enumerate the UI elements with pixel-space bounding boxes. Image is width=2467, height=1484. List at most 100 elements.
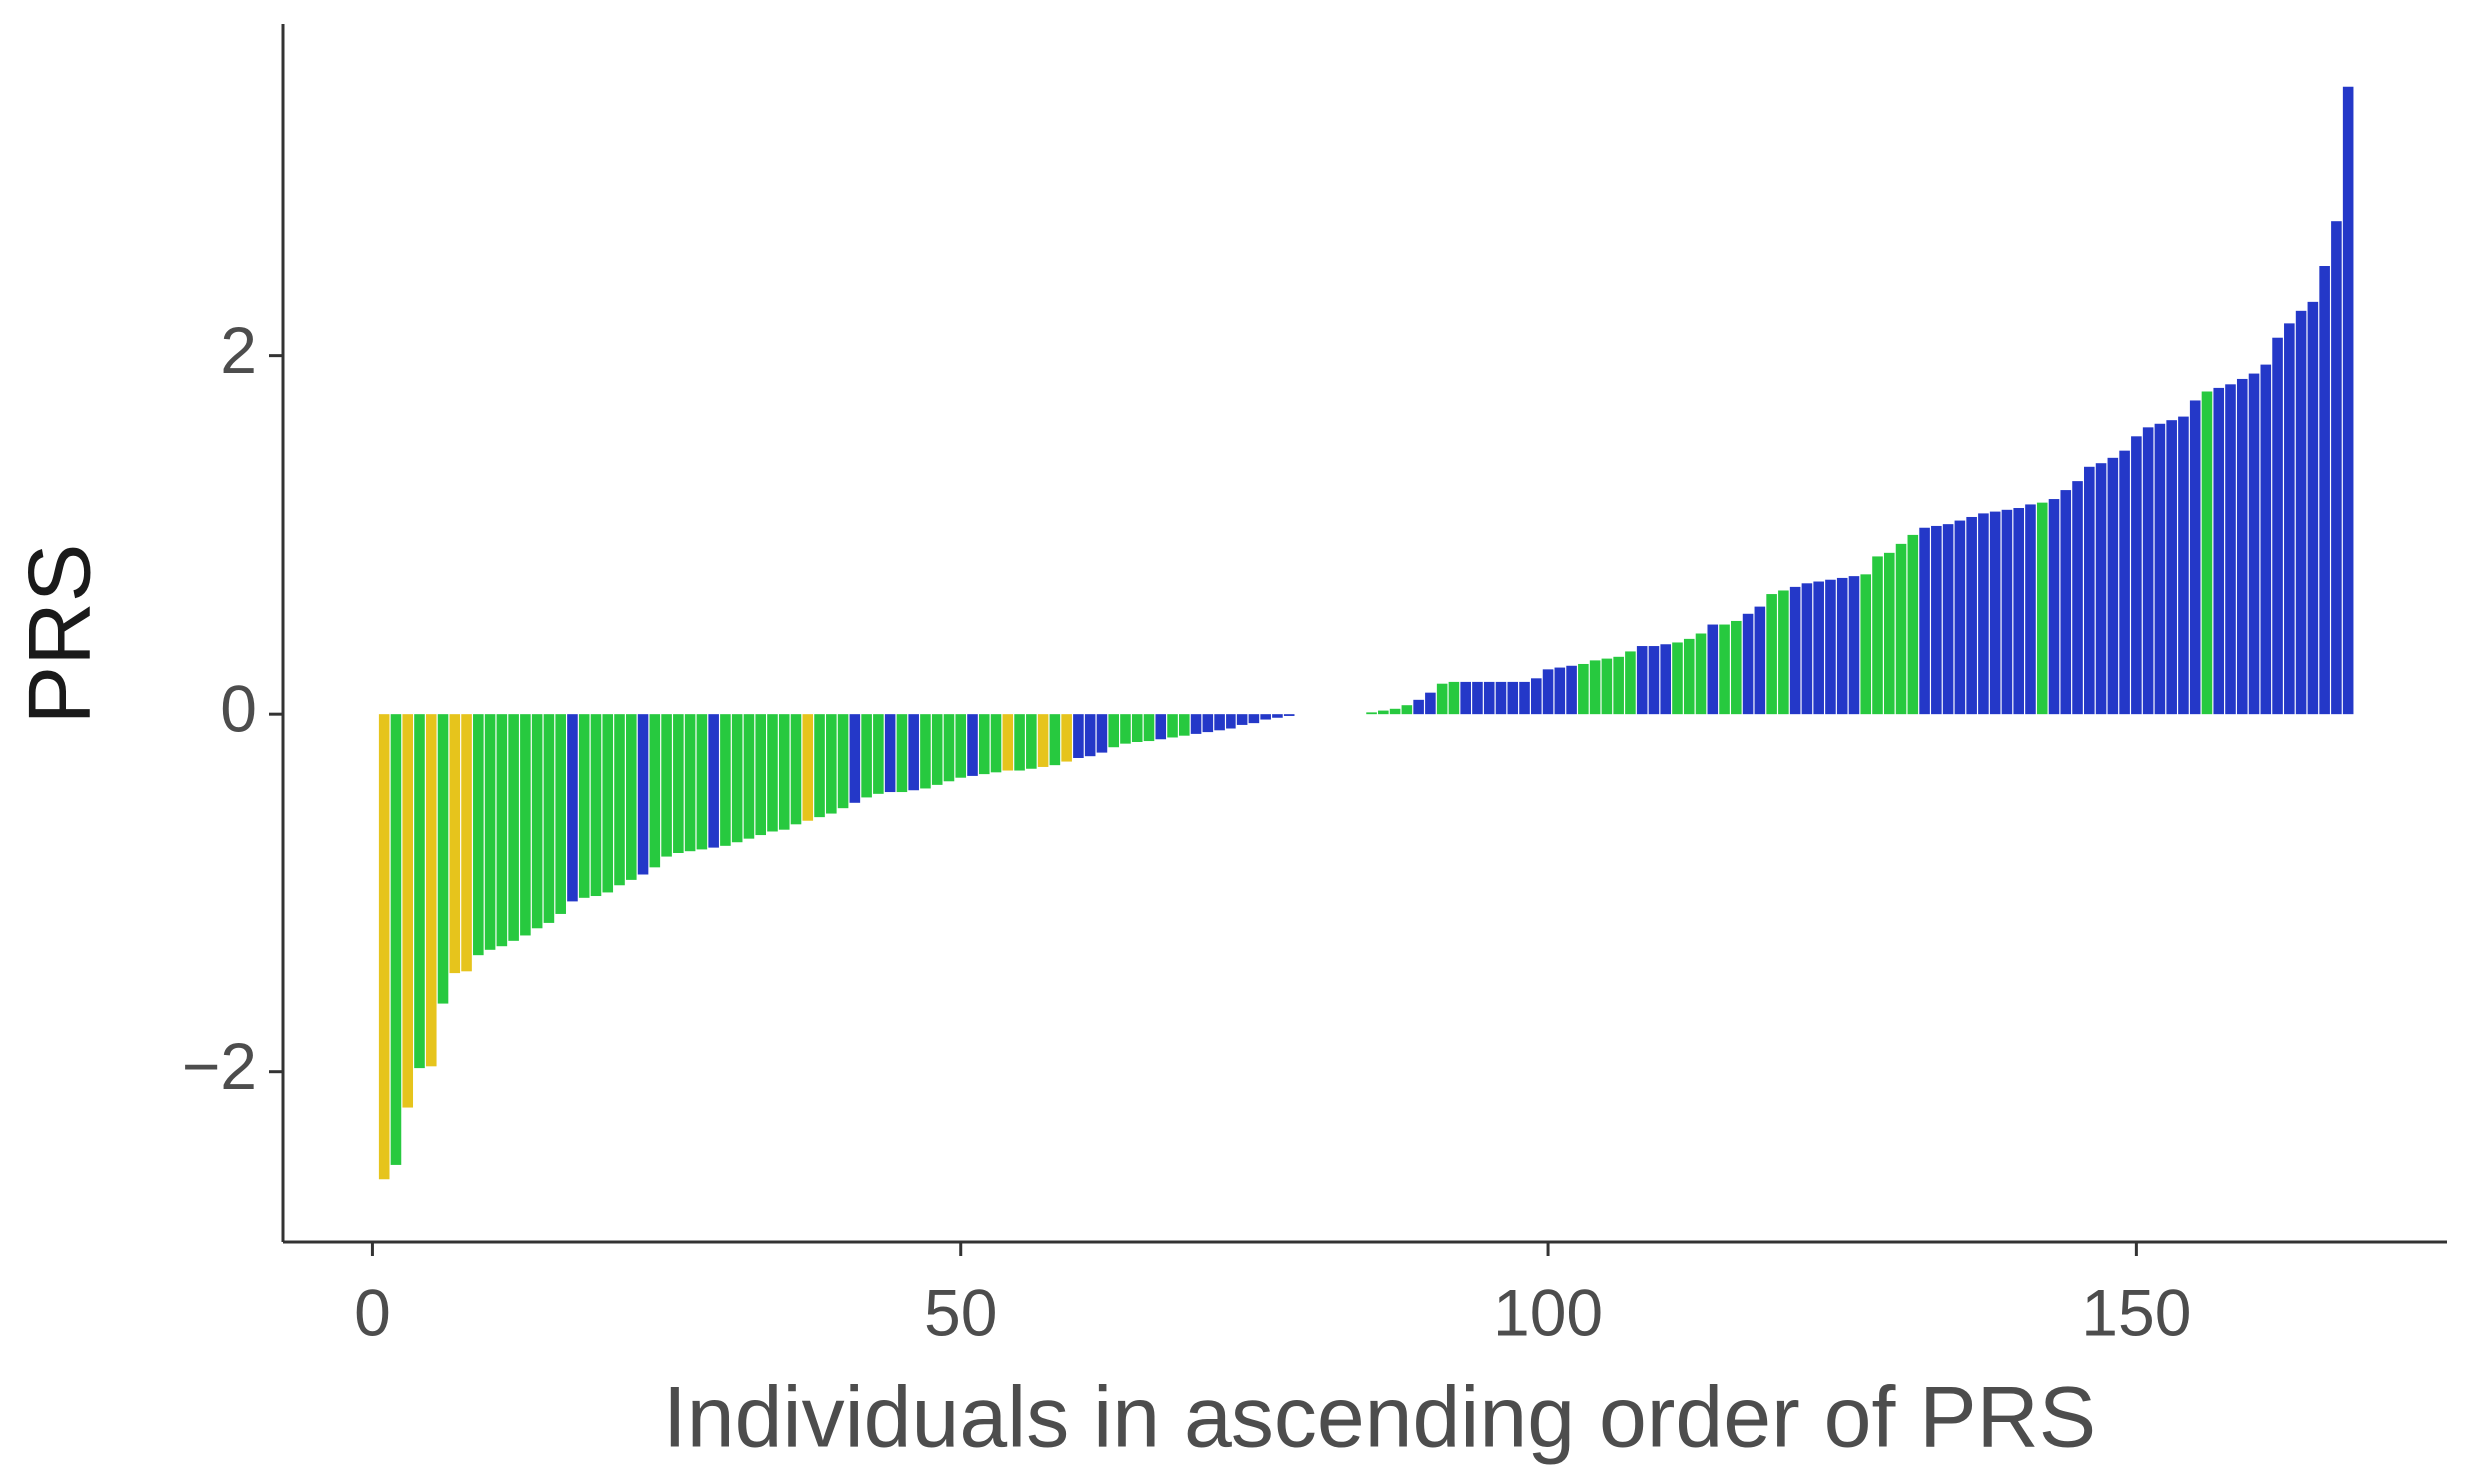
bar	[2166, 420, 2177, 715]
bar	[2260, 364, 2272, 715]
bar	[1954, 520, 1966, 715]
bar	[425, 714, 437, 1067]
x-tick-label: 50	[924, 1275, 997, 1349]
bar	[1625, 651, 1636, 715]
bar	[1236, 714, 1248, 725]
bar	[2342, 86, 2354, 715]
bar	[508, 714, 519, 941]
bar	[955, 714, 967, 778]
bar	[1507, 681, 1519, 715]
bar	[2201, 391, 2213, 715]
bar	[2272, 337, 2283, 715]
bar	[2189, 400, 2201, 715]
bar	[790, 714, 802, 825]
y-tick-label: 2	[220, 313, 257, 387]
bar	[1883, 552, 1895, 715]
bar	[931, 714, 943, 785]
bar	[1578, 663, 1589, 715]
bar	[390, 714, 402, 1165]
bar	[1014, 714, 1025, 771]
bar	[1460, 681, 1471, 715]
x-tick-label: 150	[2081, 1275, 2191, 1349]
bar	[1190, 714, 1202, 734]
bar	[1872, 556, 1883, 715]
bar	[461, 714, 472, 972]
bar	[743, 714, 755, 839]
bar	[1648, 646, 1660, 715]
bar	[837, 714, 849, 809]
bar	[1613, 656, 1624, 715]
bar	[1942, 524, 1954, 715]
bar	[1707, 624, 1719, 715]
bar	[1660, 644, 1672, 715]
bar	[2319, 266, 2330, 715]
bar	[1813, 581, 1824, 715]
bar	[1214, 714, 1225, 731]
bar	[778, 714, 790, 830]
bar	[1260, 714, 1271, 720]
bar	[1436, 683, 1448, 715]
bar	[967, 714, 978, 776]
bar	[1683, 638, 1695, 715]
bar	[543, 714, 555, 923]
bar	[449, 714, 461, 974]
bar	[1131, 714, 1143, 742]
y-axis-label: PRS	[9, 544, 108, 725]
bar	[814, 714, 825, 818]
bar	[720, 714, 731, 846]
bar	[1049, 714, 1061, 766]
bar	[496, 714, 508, 947]
bar	[861, 714, 872, 798]
bar	[1978, 513, 1989, 715]
bar	[873, 714, 884, 794]
bar	[437, 714, 449, 1004]
bar	[696, 714, 708, 850]
bar	[1202, 714, 1214, 733]
bar	[1542, 669, 1554, 715]
bar	[1789, 586, 1801, 715]
bar	[1931, 525, 1942, 715]
bar	[625, 714, 637, 880]
bar	[673, 714, 684, 853]
bar	[2072, 481, 2083, 715]
bar	[1895, 543, 1907, 715]
bar	[1530, 678, 1542, 715]
bar	[649, 714, 661, 868]
bar	[849, 714, 861, 803]
bar	[1589, 660, 1601, 715]
x-axis-label: Individuals in ascending order of PRS	[663, 1370, 2096, 1466]
bar	[1143, 714, 1155, 742]
y-tick-label: 0	[220, 672, 257, 745]
bar	[2095, 463, 2107, 715]
bar	[1179, 714, 1190, 736]
bar	[1378, 710, 1389, 715]
bar	[1389, 708, 1401, 715]
bar	[1413, 699, 1424, 715]
bar	[1766, 594, 1777, 715]
bar	[1401, 705, 1413, 715]
bar	[908, 714, 919, 791]
bar	[1155, 714, 1167, 740]
bar	[943, 714, 955, 782]
bar	[2236, 378, 2248, 715]
bar	[1272, 714, 1283, 718]
bar	[614, 714, 625, 886]
bar	[2107, 457, 2119, 715]
bar	[755, 714, 767, 836]
bar	[1519, 681, 1530, 715]
bar	[2025, 504, 2036, 715]
bar	[637, 714, 649, 875]
bar	[2013, 508, 2025, 715]
bar	[708, 714, 719, 848]
bar	[1108, 714, 1119, 748]
bar	[1495, 681, 1507, 715]
bar	[1448, 681, 1460, 715]
bar	[2060, 490, 2072, 715]
bar	[567, 714, 578, 902]
bar	[2131, 436, 2142, 715]
bar	[684, 714, 696, 852]
bar	[2119, 450, 2130, 715]
bar	[920, 714, 931, 789]
bar	[1754, 606, 1766, 715]
